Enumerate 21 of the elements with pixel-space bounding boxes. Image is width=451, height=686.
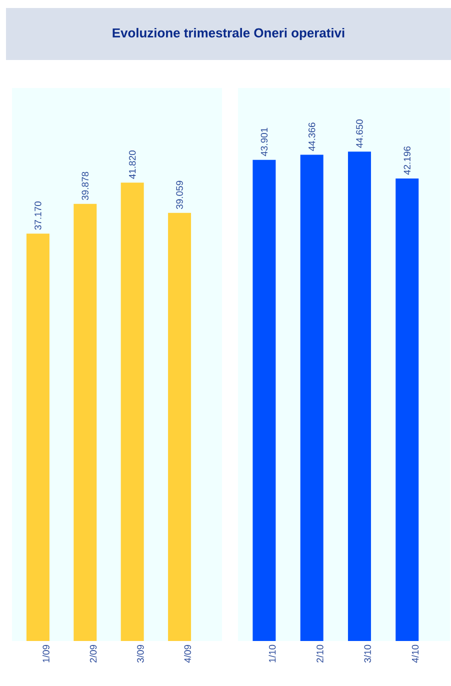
bar xyxy=(168,212,192,641)
x-tick-label: 4/10 xyxy=(412,644,419,663)
x-tick-label: 2/10 xyxy=(316,644,324,662)
x-tick-label: 3/10 xyxy=(364,644,371,663)
chart-title: Evoluzione trimestrale Oneri operativi xyxy=(112,28,344,40)
bar xyxy=(26,234,50,641)
x-tick-label: 1/10 xyxy=(268,644,276,662)
x-tick-label: 4/09 xyxy=(184,644,192,663)
bar xyxy=(120,182,144,641)
x-tick-label: 1/09 xyxy=(42,644,50,662)
data-label: 41.820 xyxy=(128,150,136,179)
data-label: 39.059 xyxy=(176,180,183,210)
x-tick-label: 3/09 xyxy=(136,644,144,663)
data-label: 43.901 xyxy=(260,128,268,156)
data-label: 44.366 xyxy=(308,122,316,151)
bar xyxy=(74,204,97,641)
data-label: 39.878 xyxy=(82,172,88,200)
data-label: 42.196 xyxy=(404,146,410,175)
data-label: 44.650 xyxy=(356,120,363,148)
x-tick-label: 2/09 xyxy=(90,644,97,662)
data-label: 37.170 xyxy=(34,202,42,230)
